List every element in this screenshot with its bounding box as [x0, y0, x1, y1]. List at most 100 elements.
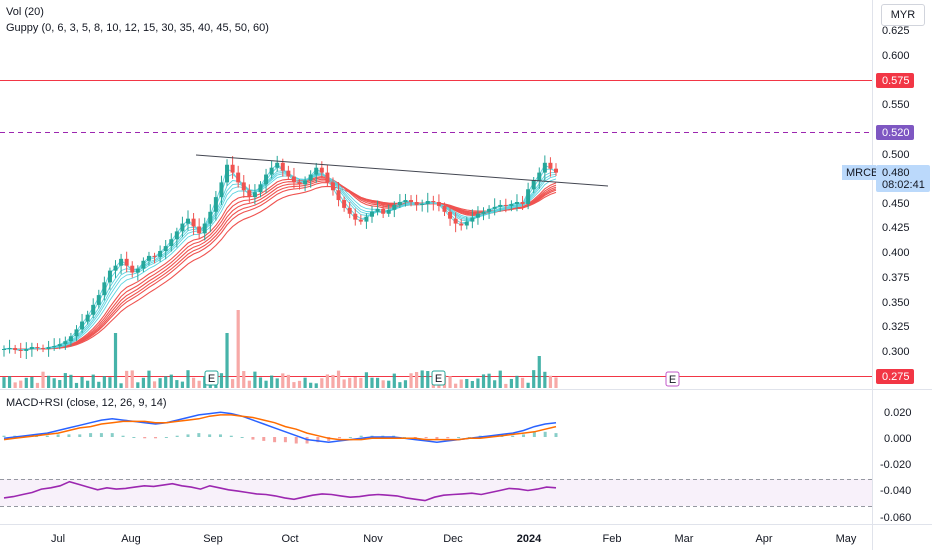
guppy-long-ema [3, 185, 557, 350]
price-tick: 0.325 [882, 321, 910, 333]
volume-bar [7, 376, 12, 388]
candle-body [347, 207, 352, 214]
volume-bar [515, 375, 519, 388]
candle-body [436, 202, 441, 206]
volume-bar [342, 379, 346, 388]
tag-0575: 0.575 [876, 73, 914, 88]
volume-bar [364, 372, 369, 388]
volume-bar [481, 374, 486, 388]
volume-bar [58, 380, 62, 388]
candle-body [487, 208, 492, 212]
volume-bar [158, 378, 162, 388]
price-tick: 0.450 [882, 198, 910, 210]
volume-bar [180, 381, 185, 388]
volume-bar [164, 376, 168, 388]
descending-trendline[interactable] [195, 154, 609, 187]
currency-button[interactable]: MYR [881, 4, 925, 26]
volume-bar [231, 379, 235, 388]
price-tick: 0.400 [882, 247, 910, 259]
candle-body [269, 167, 274, 175]
macd-histogram-bar [511, 435, 515, 437]
time-axis[interactable]: Jul Aug Sep Oct Nov Dec 2024 Feb Mar Apr… [51, 533, 857, 545]
candle-body [24, 349, 29, 351]
volume-bar [320, 378, 324, 388]
volume-bar [147, 370, 151, 388]
price-tick: 0.350 [882, 297, 910, 309]
guppy-legend[interactable]: Guppy (0, 6, 3, 5, 8, 10, 12, 15, 30, 35… [6, 22, 269, 34]
time-label: Jul [51, 533, 65, 545]
candle-body [314, 167, 319, 175]
volume-bar [476, 378, 480, 388]
macd-histogram-bar [240, 437, 244, 438]
volume-bar [52, 378, 56, 388]
macd-histogram-bar [154, 437, 158, 439]
macd-histogram-bar [532, 431, 536, 437]
candle-body [392, 204, 397, 210]
volume-bar [275, 378, 279, 388]
candle-body [169, 239, 174, 247]
guppy-long-ema [3, 177, 557, 350]
macd-histogram-bar [45, 435, 49, 437]
candle-body [431, 201, 436, 203]
macd-histogram-bar [143, 437, 147, 439]
macd-rsi-legend[interactable]: MACD+RSI (close, 12, 26, 9, 14) [6, 397, 167, 409]
volume-bar [130, 370, 134, 388]
volume-bar [381, 380, 385, 388]
candle-body [548, 162, 553, 169]
rsi-band [0, 479, 872, 506]
volume-legend[interactable]: Vol (20) [6, 6, 44, 18]
price-axis[interactable]: 0.625 0.600 0.550 0.500 0.450 0.425 0.40… [882, 25, 910, 358]
candle-body [18, 349, 23, 351]
earnings-marker-mar[interactable]: E [665, 371, 680, 387]
candle-body [303, 180, 308, 185]
candle-body [264, 174, 269, 185]
candle-body [163, 246, 168, 251]
macd-axis[interactable]: 0.020 0.000 -0.020 -0.040 -0.060 [880, 407, 912, 524]
volume-bar [548, 375, 553, 388]
macd-histogram-bar [554, 433, 558, 437]
candle-body [241, 182, 246, 191]
volume-bar [86, 380, 90, 388]
candle-body [319, 167, 324, 173]
candle-body [364, 216, 369, 222]
candle-body [381, 208, 386, 214]
guppy-long-ema [3, 180, 557, 350]
volume-bar [30, 376, 34, 388]
macd-histogram-bar [218, 434, 222, 437]
volume-bar [303, 377, 307, 388]
time-label: Dec [443, 533, 463, 545]
volume-bar [152, 381, 157, 388]
candle-body [470, 217, 475, 222]
tag-0520: 0.520 [876, 125, 914, 140]
macd-histogram-bar [164, 437, 168, 438]
candle-body [7, 348, 12, 350]
candle-body [186, 218, 190, 224]
volume-bar [281, 373, 285, 388]
volume-bar [375, 377, 380, 388]
candle-body [492, 206, 497, 209]
volume-bar [325, 374, 329, 388]
candle-body [514, 202, 519, 204]
earnings-marker-sep[interactable]: E [204, 370, 219, 386]
candle-body [41, 348, 46, 350]
tag-0275: 0.275 [876, 369, 914, 384]
macd-histogram-bar [99, 433, 103, 437]
earnings-icon: E [208, 373, 215, 385]
candle-body [336, 190, 341, 201]
macd-pane [2, 411, 558, 444]
candle-body [219, 182, 224, 198]
candle-body [52, 346, 57, 348]
candle-body [375, 208, 380, 212]
candle-body [526, 189, 531, 204]
time-label: Aug [121, 533, 141, 545]
volume-bar [225, 333, 229, 388]
volume-bar [426, 371, 430, 388]
candle-body [403, 200, 408, 202]
volume-bar [136, 382, 140, 388]
earnings-marker-dec[interactable]: E [431, 370, 446, 386]
candle-body [425, 201, 430, 204]
volume-bar [359, 377, 363, 388]
volume-bar [24, 377, 28, 388]
volume-bar [47, 375, 51, 388]
